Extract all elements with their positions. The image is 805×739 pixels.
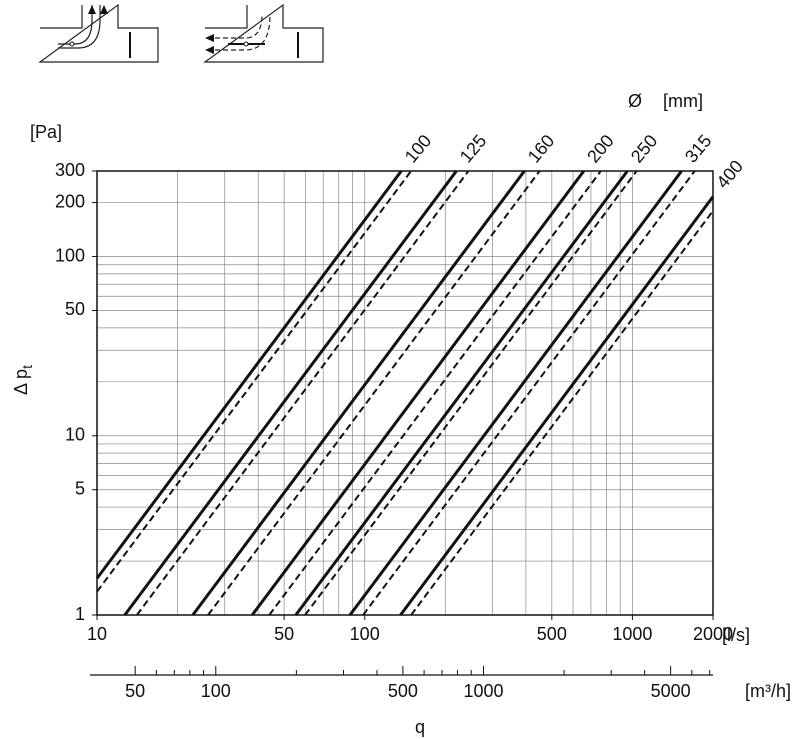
diameter-label: 125: [456, 131, 491, 167]
solid-line: [399, 195, 715, 616]
y-label-main: Δ p: [11, 369, 31, 395]
dashed-line: [304, 170, 638, 616]
x-tick-label: 2000: [693, 624, 733, 644]
y-tick-label: 1: [75, 604, 85, 624]
y-tick-label: 10: [65, 425, 85, 445]
diameter-label: 100: [401, 131, 436, 167]
x2-tick-label: 500: [388, 681, 418, 701]
y-tick-label: 200: [55, 191, 85, 211]
plot-frame: [96, 170, 714, 616]
x-tick-label: 10: [87, 624, 107, 644]
y-tick-label: 100: [55, 245, 85, 265]
x-tick-label: 100: [350, 624, 380, 644]
diameter-label: 200: [583, 131, 618, 167]
solid-line: [95, 170, 403, 580]
dashed-line: [410, 210, 714, 616]
solid-line: [250, 170, 586, 616]
dashed-line: [362, 170, 696, 616]
x2-tick-label: 5000: [651, 681, 691, 701]
diameter-unit: [mm]: [663, 91, 703, 111]
dashed-line: [96, 170, 412, 593]
diameter-label: 160: [524, 131, 559, 167]
diameter-symbol: Ø: [628, 91, 642, 111]
x2-tick-label: 1000: [463, 681, 503, 701]
dashed-line: [207, 170, 541, 616]
x2-tick-label: 50: [125, 681, 145, 701]
diameter-label: 315: [681, 131, 716, 167]
x-tick-label: 50: [274, 624, 294, 644]
solid-line: [294, 170, 629, 616]
dashed-line: [268, 170, 602, 616]
diameter-label: 250: [627, 131, 662, 167]
x2-tick-label: 100: [201, 681, 231, 701]
y-tick-label: 5: [75, 478, 85, 498]
diameter-label: 400: [712, 156, 747, 192]
x-label: q: [415, 717, 425, 737]
y-tick-label: 300: [55, 160, 85, 180]
solid-line: [123, 170, 458, 616]
x2-unit: [m³/h]: [745, 681, 791, 701]
x-tick-label: 1000: [612, 624, 652, 644]
x-tick-label: 500: [537, 624, 567, 644]
solid-line: [348, 170, 683, 616]
y-label-sub: t: [19, 365, 35, 369]
solid-line: [191, 170, 526, 616]
y-tick-label: 50: [65, 299, 85, 319]
dashed-line: [136, 170, 470, 616]
y-label: Δ pt: [11, 365, 35, 395]
flow-icons: [38, 3, 324, 63]
y-unit: [Pa]: [30, 122, 62, 142]
x-unit: [l/s]: [722, 625, 750, 645]
